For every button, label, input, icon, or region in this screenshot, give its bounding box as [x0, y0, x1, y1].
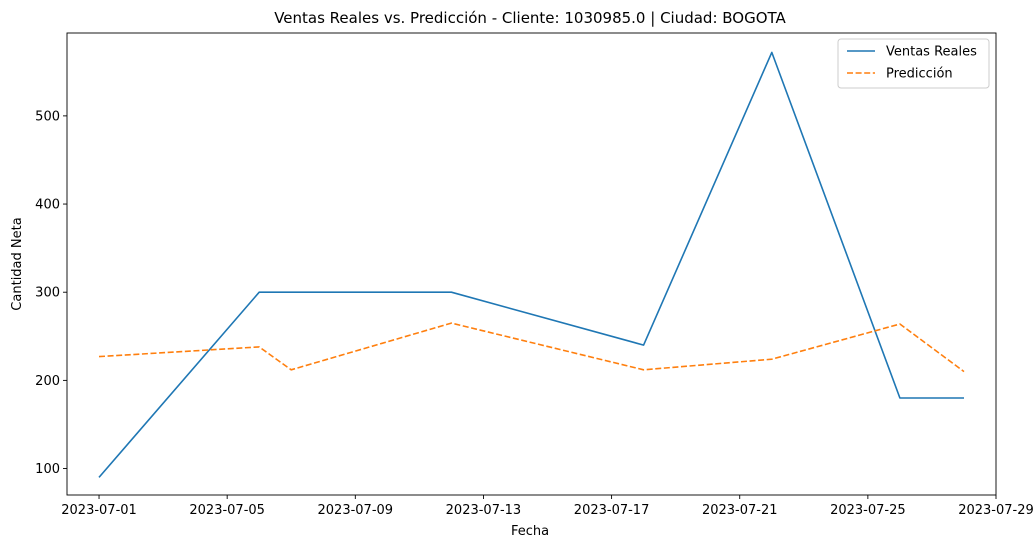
y-axis: 100 200 300 400 500: [35, 109, 67, 477]
x-tick-label: 2023-07-17: [574, 503, 650, 518]
y-tick-label: 200: [35, 374, 60, 389]
series-line-1: [98, 51, 964, 478]
plot-area: [66, 32, 997, 496]
x-tick-label: 2023-07-21: [702, 503, 778, 518]
x-axis: 2023-07-01 2023-07-05 2023-07-09 2023-07-13…: [61, 495, 1034, 518]
x-tick-label: 2023-07-25: [830, 503, 906, 518]
plot-frame: [66, 32, 997, 496]
x-axis-label: Fecha: [511, 524, 549, 539]
series-line-2: [98, 322, 965, 373]
y-tick-label: 300: [35, 286, 60, 301]
x-tick-label: 2023-07-01: [61, 503, 137, 518]
x-tick-label: 2023-07-29: [958, 503, 1034, 518]
chart-title: Ventas Reales vs. Predicción - Cliente: …: [274, 9, 786, 27]
y-axis-label: Cantidad Neta: [10, 217, 25, 310]
y-tick-label: 400: [35, 198, 60, 213]
y-tick-label: 100: [35, 462, 60, 477]
legend-label-1: Ventas Reales: [886, 45, 977, 60]
x-tick-label: 2023-07-05: [189, 503, 265, 518]
legend: Ventas Reales Predicción: [837, 38, 990, 89]
y-tick-label: 500: [35, 109, 60, 124]
legend-box: [837, 38, 990, 89]
x-tick-label: 2023-07-09: [318, 503, 394, 518]
x-tick-label: 2023-07-13: [446, 503, 522, 518]
legend-label-2: Predicción: [886, 67, 953, 82]
